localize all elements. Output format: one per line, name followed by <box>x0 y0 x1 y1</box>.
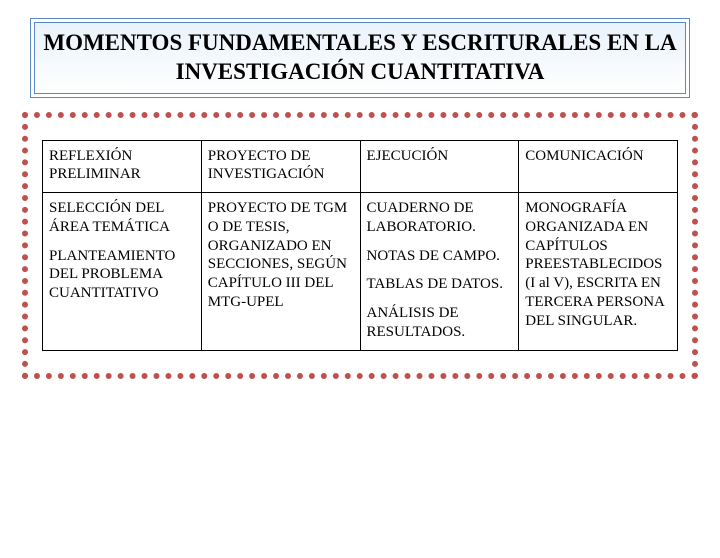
cell-text: SELECCIÓN DEL ÁREA TEMÁTICA <box>49 199 195 237</box>
page-title: MOMENTOS FUNDAMENTALES Y ESCRITURALES EN… <box>43 29 677 87</box>
body-cell: CUADERNO DE LABORATORIO. NOTAS DE CAMPO.… <box>360 193 519 351</box>
title-outer-box: MOMENTOS FUNDAMENTALES Y ESCRITURALES EN… <box>30 18 690 98</box>
cell-text: TABLAS DE DATOS. <box>367 275 513 294</box>
header-cell: EJECUCIÓN <box>360 140 519 193</box>
header-cell: REFLEXIÓN PRELIMINAR <box>43 140 202 193</box>
title-inner-box: MOMENTOS FUNDAMENTALES Y ESCRITURALES EN… <box>34 22 686 94</box>
cell-text: MONOGRAFÍA ORGANIZADA EN CAPÍTULOS PREES… <box>525 199 671 330</box>
dotted-frame: REFLEXIÓN PRELIMINAR PROYECTO DE INVESTI… <box>22 112 698 379</box>
cell-text: PROYECTO DE TGM O DE TESIS, ORGANIZADO E… <box>208 199 354 312</box>
body-cell: MONOGRAFÍA ORGANIZADA EN CAPÍTULOS PREES… <box>519 193 678 351</box>
body-cell: PROYECTO DE TGM O DE TESIS, ORGANIZADO E… <box>201 193 360 351</box>
header-cell: COMUNICACIÓN <box>519 140 678 193</box>
cell-text: PLANTEAMIENTO DEL PROBLEMA CUANTITATIVO <box>49 247 195 303</box>
body-cell: SELECCIÓN DEL ÁREA TEMÁTICA PLANTEAMIENT… <box>43 193 202 351</box>
header-cell: PROYECTO DE INVESTIGACIÓN <box>201 140 360 193</box>
table-header-row: REFLEXIÓN PRELIMINAR PROYECTO DE INVESTI… <box>43 140 678 193</box>
moments-table: REFLEXIÓN PRELIMINAR PROYECTO DE INVESTI… <box>42 140 678 351</box>
cell-text: CUADERNO DE LABORATORIO. <box>367 199 513 237</box>
cell-text: ANÁLISIS DE RESULTADOS. <box>367 304 513 342</box>
cell-text: NOTAS DE CAMPO. <box>367 247 513 266</box>
table-body-row: SELECCIÓN DEL ÁREA TEMÁTICA PLANTEAMIENT… <box>43 193 678 351</box>
